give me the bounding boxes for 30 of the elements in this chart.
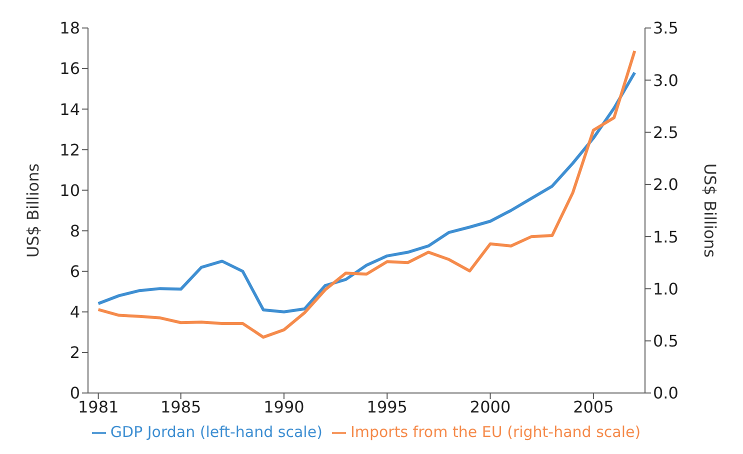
- y2-tick-label: 0.5: [653, 332, 678, 351]
- y2-tick-label: 3.0: [653, 70, 678, 90]
- line-series: [96, 71, 636, 314]
- y-tick-label: 2: [70, 343, 80, 362]
- y-tick-label: 6: [70, 262, 80, 282]
- x-tick-label: 1981: [78, 397, 119, 416]
- y2-tick-label: 1.0: [653, 279, 678, 298]
- y-tick-label: 14: [60, 100, 80, 119]
- y-axis-title: US$ Billions: [24, 163, 43, 258]
- y2-tick-label: 2.5: [653, 122, 678, 142]
- y-tick-label: 16: [60, 59, 80, 78]
- y2-tick-label: 1.5: [653, 227, 678, 246]
- y2-tick-label: 3.5: [653, 18, 678, 38]
- x-tick-label: 2005: [573, 397, 614, 416]
- y2-axis-title: US$ Billions: [700, 163, 720, 258]
- legend-label: GDP Jordan (left-hand scale): [110, 423, 322, 441]
- y2-tick-label: 2.0: [653, 175, 678, 194]
- y-tick-label: 12: [60, 140, 80, 160]
- y-tick-label: 8: [70, 221, 80, 240]
- y-tick-label: 18: [60, 18, 80, 38]
- legend-label: Imports from the EU (right-hand scale): [350, 423, 641, 441]
- x-tick-label: 1985: [160, 397, 202, 416]
- x-tick-label: 2000: [470, 397, 511, 416]
- line-series: [96, 49, 636, 339]
- x-tick-label: 1995: [366, 397, 408, 416]
- x-tick-label: 1990: [264, 397, 304, 416]
- y-tick-label: 4: [70, 302, 80, 322]
- y-tick-label: 0: [70, 384, 80, 403]
- y2-tick-label: 0.0: [653, 384, 678, 403]
- y-tick-label: 10: [60, 180, 80, 200]
